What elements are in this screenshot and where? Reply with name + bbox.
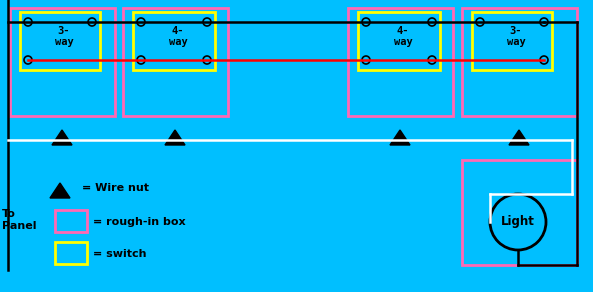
Polygon shape — [509, 130, 529, 145]
Text: Light: Light — [501, 215, 535, 229]
Bar — [462, 8, 577, 116]
Text: = Wire nut: = Wire nut — [82, 183, 149, 193]
Bar — [472, 12, 552, 70]
Bar — [133, 12, 215, 70]
Text: = switch: = switch — [93, 249, 146, 259]
Bar — [462, 160, 577, 265]
Polygon shape — [390, 130, 410, 145]
Text: 4-
way: 4- way — [394, 26, 413, 47]
Text: 3-
way: 3- way — [55, 26, 74, 47]
Polygon shape — [52, 130, 72, 145]
Bar — [10, 8, 115, 116]
Text: 3-
way: 3- way — [506, 26, 525, 47]
Text: 4-
way: 4- way — [169, 26, 187, 47]
Text: = rough-in box: = rough-in box — [93, 217, 186, 227]
Bar — [55, 242, 87, 264]
Bar — [358, 12, 440, 70]
Text: To
Panel: To Panel — [2, 209, 37, 231]
Bar — [348, 8, 453, 116]
Bar — [55, 210, 87, 232]
Polygon shape — [165, 130, 185, 145]
Bar — [20, 12, 100, 70]
Bar — [123, 8, 228, 116]
Polygon shape — [50, 183, 70, 198]
